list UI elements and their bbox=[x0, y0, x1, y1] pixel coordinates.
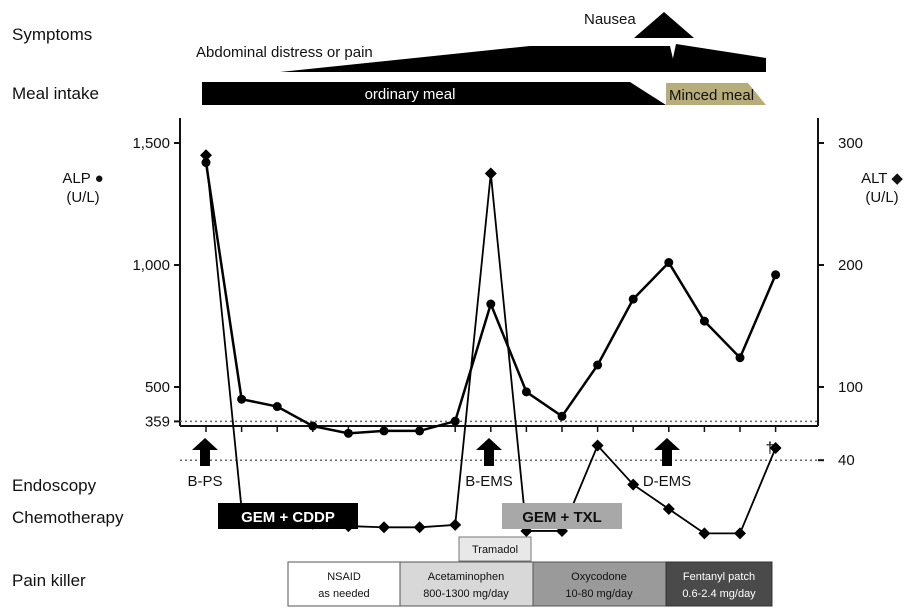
symptoms-row-label: Symptoms bbox=[12, 25, 92, 44]
alt-point bbox=[449, 518, 462, 531]
alp-point bbox=[628, 294, 638, 304]
alt-tick-label: 40 bbox=[838, 452, 855, 469]
alt-point bbox=[734, 527, 746, 540]
nausea-symptom-triangle bbox=[634, 12, 694, 38]
alp-axis-label: ALP ● bbox=[62, 170, 103, 187]
minced-meal-label: Minced meal bbox=[669, 87, 754, 104]
alp-point bbox=[272, 402, 282, 412]
nausea-symptom-label: Nausea bbox=[584, 11, 636, 28]
acetaminophen-dose: 800-1300 mg/day bbox=[423, 588, 509, 600]
nsaid-dose: as needed bbox=[318, 588, 369, 600]
oxycodone-box bbox=[532, 561, 667, 607]
meal-row-label: Meal intake bbox=[12, 84, 99, 103]
alt-axis-unit: (U/L) bbox=[865, 189, 898, 206]
alt-point bbox=[769, 442, 782, 454]
abdominal-symptom-label: Abdominal distress or pain bbox=[196, 44, 373, 61]
alp-point bbox=[557, 411, 567, 421]
chemotherapy-row-label: Chemotherapy bbox=[12, 508, 124, 527]
oxycodone-label: Oxycodone bbox=[571, 571, 627, 583]
alp-point bbox=[237, 394, 247, 404]
death-marker: † bbox=[766, 440, 775, 457]
tramadol-label: Tramadol bbox=[472, 544, 518, 556]
alt-axis-label: ALT ◆ bbox=[861, 170, 903, 187]
alp-point bbox=[308, 421, 318, 431]
endoscopy-label-d-ems: D-EMS bbox=[643, 473, 691, 490]
tramadol-box bbox=[458, 536, 532, 562]
nsaid-box bbox=[287, 561, 401, 607]
alp-point bbox=[415, 426, 425, 436]
alp-point bbox=[379, 426, 389, 436]
alp-point bbox=[343, 428, 353, 438]
endoscopy-label-b-ems: B-EMS bbox=[465, 473, 513, 490]
endoscopy-arrow-2 bbox=[476, 438, 502, 466]
alt-point bbox=[627, 478, 640, 491]
alt-point bbox=[200, 149, 212, 162]
alp-line bbox=[204, 162, 777, 435]
endoscopy-row-label: Endoscopy bbox=[12, 476, 97, 495]
acetaminophen-box bbox=[399, 561, 534, 607]
alt-point bbox=[698, 527, 711, 540]
alt-tick-label: 200 bbox=[838, 257, 863, 274]
alp-point bbox=[521, 387, 531, 397]
alt-point bbox=[413, 521, 426, 534]
alp-point bbox=[735, 353, 745, 363]
endoscopy-arrow-1 bbox=[192, 438, 218, 466]
alp-tick-label: 1,000 bbox=[132, 257, 170, 274]
fentanyl-dose: 0.6-2.4 mg/day bbox=[682, 588, 756, 600]
alp-point bbox=[699, 316, 709, 326]
alp-point bbox=[593, 360, 603, 370]
alp-point bbox=[771, 270, 781, 280]
ordinary-meal-bar bbox=[202, 82, 666, 105]
chemo-gem-txl-bar bbox=[502, 503, 622, 529]
alp-point bbox=[664, 258, 674, 268]
endoscopy-arrow-3 bbox=[654, 438, 680, 466]
chemo-gem-txl-label: GEM + TXL bbox=[522, 509, 602, 526]
alt-point bbox=[662, 503, 675, 515]
alp-axis-unit: (U/L) bbox=[66, 189, 99, 206]
alt-point bbox=[484, 167, 497, 180]
abdominal-symptom-wedge bbox=[280, 46, 676, 72]
fentanyl-box bbox=[665, 561, 773, 607]
ordinary-meal-label: ordinary meal bbox=[365, 86, 456, 103]
pain-killer-row-label: Pain killer bbox=[12, 571, 86, 590]
alt-point bbox=[378, 521, 390, 534]
acetaminophen-label: Acetaminophen bbox=[428, 571, 504, 583]
oxycodone-dose: 10-80 mg/day bbox=[565, 588, 633, 600]
alp-point bbox=[201, 158, 211, 168]
alp-tick-label: 359 bbox=[145, 413, 170, 430]
alt-point bbox=[591, 439, 604, 452]
chemo-gem-cddp-bar bbox=[218, 503, 358, 529]
fentanyl-label: Fentanyl patch bbox=[683, 571, 755, 583]
nsaid-label: NSAID bbox=[327, 571, 361, 583]
alt-tick-label: 300 bbox=[838, 135, 863, 152]
abdominal-symptom-wedge-late bbox=[670, 44, 766, 72]
alp-tick-label: 500 bbox=[145, 379, 170, 396]
alp-tick-label: 1,500 bbox=[132, 135, 170, 152]
alp-point bbox=[486, 299, 496, 309]
minced-meal-bar bbox=[666, 83, 766, 105]
alp-point bbox=[450, 416, 460, 426]
alt-tick-label: 100 bbox=[838, 379, 863, 396]
endoscopy-label-b-ps: B-PS bbox=[187, 473, 222, 490]
chemo-gem-cddp-label: GEM + CDDP bbox=[241, 509, 335, 526]
